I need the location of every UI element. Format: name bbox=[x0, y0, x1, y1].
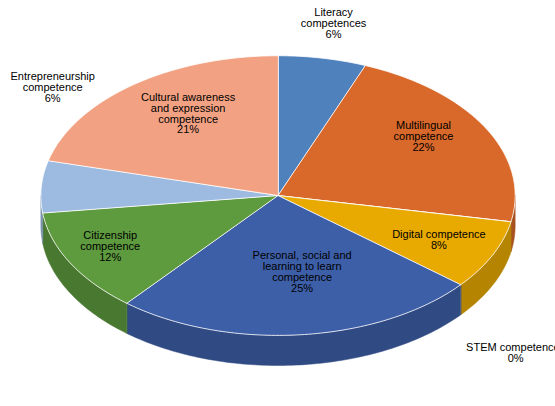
svg-text:Literacycompetences6%: Literacycompetences6% bbox=[301, 6, 367, 40]
svg-text:Digital competence8%: Digital competence8% bbox=[392, 228, 486, 251]
svg-text:Citizenshipcompetence12%: Citizenshipcompetence12% bbox=[80, 229, 140, 263]
svg-text:Multilingualcompetence22%: Multilingualcompetence22% bbox=[394, 119, 454, 153]
svg-text:STEM competences0%: STEM competences0% bbox=[466, 341, 555, 364]
svg-text:Personal, social andlearning t: Personal, social andlearning to learncom… bbox=[253, 249, 352, 294]
svg-text:Entrepreneurshipcompetence6%: Entrepreneurshipcompetence6% bbox=[10, 70, 94, 104]
svg-text:Cultural awarenessand expressi: Cultural awarenessand expressioncompeten… bbox=[141, 90, 236, 135]
